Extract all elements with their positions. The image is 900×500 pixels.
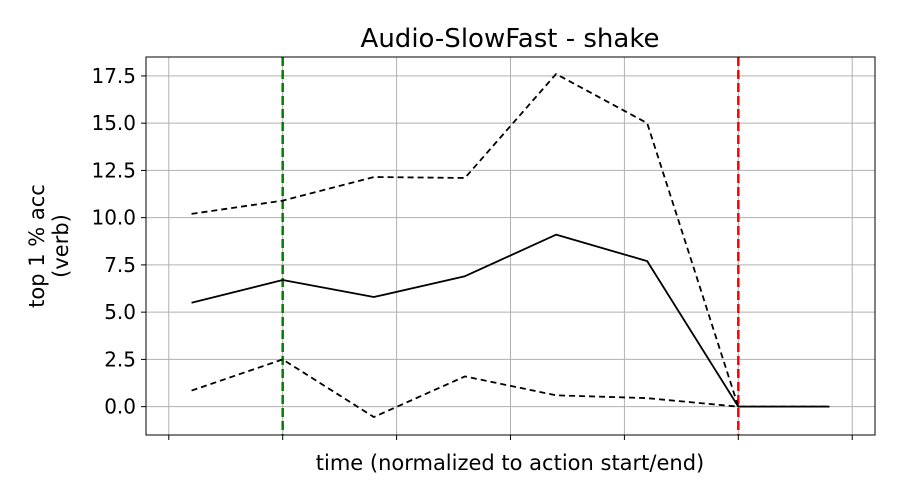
y-tick-label: 7.5: [104, 253, 136, 277]
reference-lines: [281, 57, 740, 435]
series-line: [191, 358, 830, 418]
y-tick-label: 10.0: [91, 206, 136, 230]
y-tick-label: 0.0: [104, 395, 136, 419]
y-tick-label: 15.0: [91, 111, 136, 135]
x-axis-label: time (normalized to action start/end): [316, 451, 705, 475]
series-line: [191, 233, 830, 408]
y-tick-label: 2.5: [104, 347, 136, 371]
y-axis-label-line1: top 1 % acc: [25, 184, 49, 308]
y-tick-label: 5.0: [104, 300, 136, 324]
chart-title: Audio-SlowFast - shake: [361, 24, 660, 54]
y-tick-label: 17.5: [91, 64, 136, 88]
axis-ticks: 0.0 2.5 5.0 7.5 10.0 12.5 15.0 17.5: [91, 64, 853, 440]
y-tick-label: 12.5: [91, 158, 136, 182]
y-axis-label: top 1 % acc (verb): [25, 184, 73, 308]
series-lines: [191, 73, 830, 418]
y-axis-label-line2: (verb): [49, 214, 73, 278]
